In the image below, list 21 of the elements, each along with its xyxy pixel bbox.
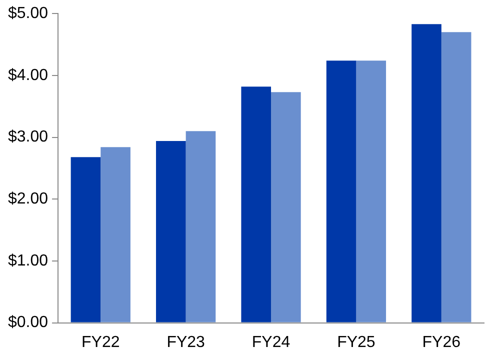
bar (356, 60, 386, 322)
y-tick-label: $3.00 (8, 128, 48, 146)
y-tick-label: $5.00 (8, 5, 48, 22)
bar (241, 86, 272, 322)
bar (156, 140, 186, 322)
bar (271, 92, 301, 322)
bar (441, 32, 472, 322)
x-tick-label: FY23 (166, 334, 206, 351)
bar (412, 24, 442, 322)
x-tick-label: FY22 (82, 334, 120, 351)
y-tick-label: $0.00 (8, 314, 48, 332)
bar (100, 147, 130, 322)
y-tick-label: $1.00 (8, 252, 48, 270)
x-tick-label: FY25 (337, 334, 376, 351)
y-tick-label: $2.00 (8, 190, 48, 208)
x-tick-label: FY24 (252, 334, 290, 351)
bar (326, 60, 356, 322)
bar (70, 157, 101, 322)
bar (186, 131, 216, 322)
y-tick-label: $4.00 (8, 66, 48, 84)
x-tick-label: FY26 (422, 334, 461, 351)
